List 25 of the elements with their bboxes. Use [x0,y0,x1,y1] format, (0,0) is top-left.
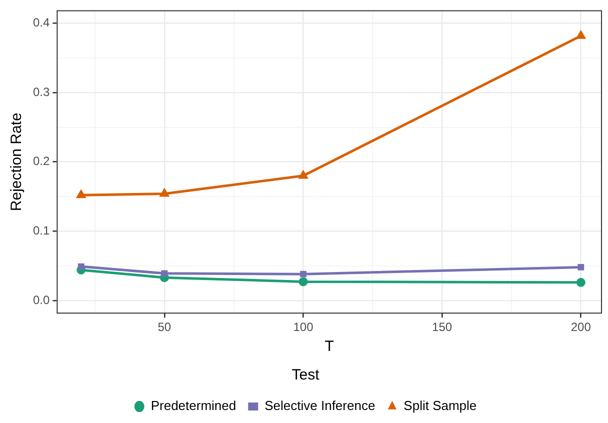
point [78,263,84,270]
y-tick-label: 0.1 [32,223,50,238]
point [161,270,168,277]
point [576,30,586,39]
x-tick-label: 150 [432,320,452,334]
point [159,188,170,197]
x-tick-label: 100 [293,320,314,334]
legend-label: Predetermined [150,398,236,414]
y-tick-label: 0.0 [32,292,50,307]
point [578,264,584,270]
x-tick-label: 50 [158,320,172,334]
x-axis-title: T [324,338,334,356]
point [300,270,306,278]
y-tick-label: 0.2 [32,154,50,168]
point [298,170,308,179]
point [298,277,308,286]
y-tick-label: 0.4 [32,16,50,30]
legend-title: Test [292,366,320,384]
y-axis-title: Rejection Rate [8,112,26,212]
x-tick-label: 200 [570,320,592,334]
point [76,189,86,198]
legend-label: Selective Inference [264,398,376,414]
point [576,278,586,287]
y-tick-label: 0.3 [32,84,50,99]
legend-label: Split Sample [404,398,477,414]
